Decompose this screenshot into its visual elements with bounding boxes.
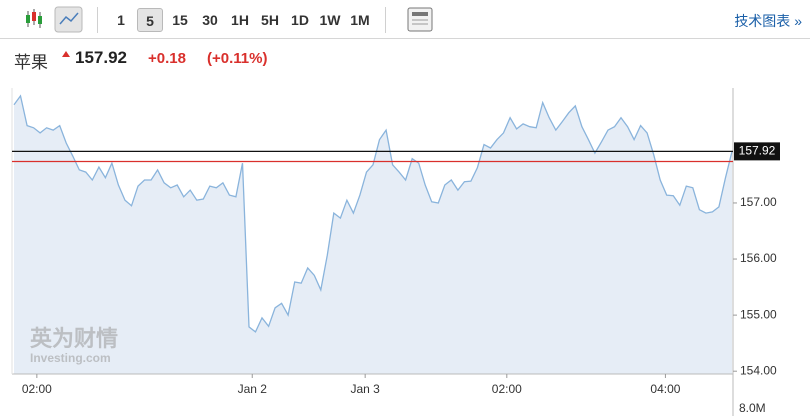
up-arrow [62,51,70,57]
interval-button[interactable]: 30 [202,12,218,28]
settings-icon[interactable] [407,7,433,32]
last-price-label: 157.92 [739,144,776,158]
separator [385,7,386,33]
x-tick-label: 02:00 [492,382,522,396]
interval-button[interactable]: 1H [231,12,249,28]
line-icon [59,12,79,25]
interval-button[interactable]: 5 [137,8,163,32]
y-tick-label: 157.00 [740,195,777,209]
change-pct: (+0.11%) [207,50,268,67]
y-tick-label: 155.00 [740,307,777,321]
interval-button[interactable]: 1D [291,12,309,28]
interval-button[interactable]: 1M [350,12,370,28]
x-tick-label: Jan 3 [350,382,380,396]
x-tick-label: Jan 2 [238,382,268,396]
interval-button[interactable]: 1 [117,12,125,28]
area [14,95,732,375]
interval-button[interactable]: 5H [261,12,279,28]
watermark-en: Investing.com [30,351,111,365]
toolbar-icons [26,6,433,33]
stock-name: 苹果 [14,53,48,72]
technical-chart-link[interactable]: 技术图表 » [734,13,802,29]
y-tick-label: 154.00 [740,363,777,377]
candlestick-icon[interactable] [26,9,42,28]
x-tick-label: 02:00 [22,382,52,396]
watermark-cn: 英为财情 [30,326,118,351]
interval-button[interactable]: 15 [172,12,188,28]
volume-label: 8.0M [739,401,766,415]
x-tick-label: 04:00 [650,382,680,396]
price-line [13,94,733,333]
interval-button[interactable]: 1W [319,12,341,28]
separator [97,7,98,33]
price: 157.92 [75,48,127,67]
toolbar: 技术图表 » 1 5 15 30 1H 5H 1D 1W 1M [0,0,810,39]
change: +0.18 [148,50,186,67]
last-price-tag [734,142,780,161]
y-tick-label: 156.00 [740,251,777,265]
